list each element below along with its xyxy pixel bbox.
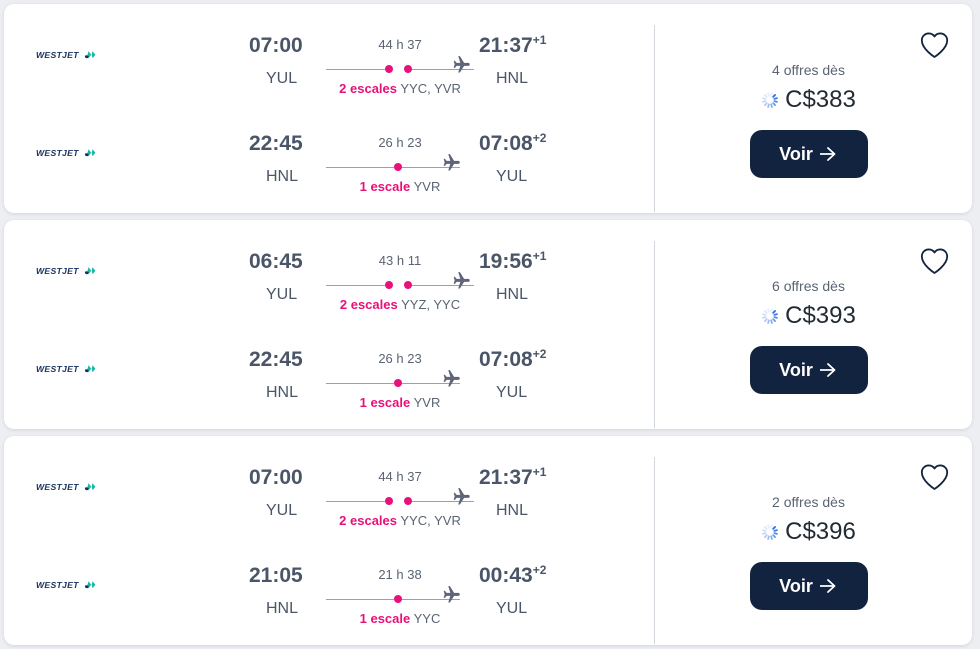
- svg-text:WESTJET: WESTJET: [36, 148, 79, 158]
- svg-text:WESTJET: WESTJET: [36, 580, 79, 590]
- svg-text:WESTJET: WESTJET: [36, 364, 79, 374]
- svg-text:WESTJET: WESTJET: [36, 266, 79, 276]
- svg-text:WESTJET: WESTJET: [36, 50, 79, 60]
- svg-text:WESTJET: WESTJET: [36, 482, 79, 492]
